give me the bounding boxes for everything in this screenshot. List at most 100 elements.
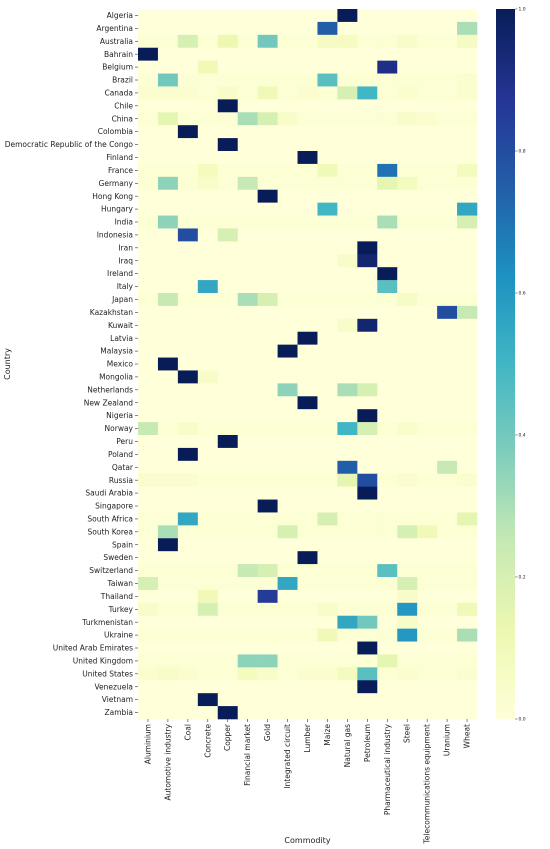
y-tick-label: Sweden [103, 553, 133, 562]
heatmap-cell [138, 267, 159, 281]
heatmap-cell [257, 589, 278, 604]
heatmap-cell [217, 525, 238, 539]
heatmap-cell [377, 589, 398, 604]
heatmap-cell [457, 331, 478, 345]
heatmap-cell [257, 47, 278, 61]
heatmap-cell [157, 615, 179, 629]
heatmap-cell [357, 422, 378, 436]
heatmap-cell [437, 86, 458, 100]
heatmap-cell [417, 525, 438, 539]
x-tick-label: Pharmaceutical industry [383, 723, 392, 815]
x-tick-label: Lumber [303, 723, 312, 752]
heatmap-cell [257, 667, 278, 681]
heatmap-cell [138, 615, 159, 629]
x-tick-label: Petroleum [363, 724, 372, 762]
heatmap-cell [377, 138, 398, 152]
heatmap-cell [417, 602, 438, 617]
heatmap-cell [397, 486, 418, 500]
y-tick-label: Japan [111, 295, 133, 304]
heatmap-cell [297, 305, 318, 320]
y-tick-label: Kazakhstan [90, 308, 133, 317]
heatmap-cell [157, 9, 179, 23]
heatmap-cell [237, 34, 258, 49]
y-tick-label: Venezuela [94, 682, 133, 691]
y-tick-label: Finland [106, 153, 133, 162]
heatmap-cell [377, 202, 398, 216]
heatmap-cell [317, 602, 338, 617]
heatmap-cell [377, 86, 398, 100]
heatmap-cell [197, 254, 219, 268]
heatmap-cell [138, 538, 159, 552]
heatmap-cell [197, 202, 219, 216]
heatmap-cell [337, 331, 358, 345]
heatmap-cell [357, 486, 378, 500]
heatmap-cell [397, 163, 418, 178]
heatmap-cell [277, 538, 298, 552]
heatmap-cell [337, 512, 358, 526]
heatmap-cell [437, 473, 458, 487]
heatmap-cell [417, 486, 438, 500]
y-tick-label: Nigeria [106, 411, 133, 420]
heatmap-cell [397, 460, 418, 475]
heatmap-cell [337, 34, 358, 49]
heatmap-cell [257, 486, 278, 500]
heatmap-cell [197, 538, 219, 552]
heatmap-cell [257, 447, 278, 462]
y-tick-label: Poland [108, 450, 133, 459]
y-tick-label: New Zealand [84, 398, 134, 407]
heatmap-cell [437, 254, 458, 268]
heatmap-cell [317, 47, 338, 61]
heatmap-cell [377, 73, 398, 87]
heatmap-cell [217, 486, 238, 500]
colorbar-tick-label: 0.2 [519, 575, 526, 581]
heatmap-cell [457, 34, 478, 49]
heatmap-cell [377, 331, 398, 345]
heatmap-cell [237, 396, 258, 410]
heatmap-cell [297, 667, 318, 681]
heatmap-cell [197, 318, 219, 333]
heatmap-cell [217, 706, 238, 720]
heatmap-cell [237, 47, 258, 61]
heatmap-cell [457, 138, 478, 152]
heatmap-cell [217, 215, 238, 229]
heatmap-cell [197, 176, 219, 191]
heatmap-cell [177, 215, 199, 229]
heatmap-cell [337, 564, 358, 578]
heatmap-cell [397, 654, 418, 668]
heatmap-cell [317, 615, 338, 629]
heatmap-cell [337, 305, 358, 320]
heatmap-cell [437, 138, 458, 152]
heatmap-cell [257, 267, 278, 281]
x-tick-label: Maize [323, 724, 332, 746]
heatmap-cell [357, 447, 378, 462]
heatmap-cell [237, 370, 258, 384]
heatmap-cell [377, 241, 398, 255]
heatmap-cell [197, 112, 219, 126]
heatmap-cell [317, 409, 338, 423]
heatmap-cell [217, 589, 238, 604]
heatmap-cell [377, 409, 398, 423]
heatmap-cell [138, 409, 159, 423]
y-tick-labels: Algeria Argentina Australia Bahrain Belgium B… [5, 11, 138, 717]
heatmap-cell [337, 447, 358, 462]
heatmap-cell [317, 577, 338, 591]
heatmap-cell [157, 706, 179, 720]
heatmap-cell [197, 305, 219, 320]
heatmap-cell [217, 628, 238, 642]
heatmap-cell [297, 422, 318, 436]
heatmap-cell [237, 383, 258, 397]
heatmap-cell [397, 293, 418, 307]
heatmap-cell [337, 422, 358, 436]
heatmap-cell [297, 499, 318, 513]
heatmap-cell [157, 641, 179, 655]
heatmap-cell [437, 486, 458, 500]
heatmap-cell [317, 189, 338, 203]
heatmap-cell [337, 267, 358, 281]
heatmap-cell [257, 138, 278, 152]
heatmap-cell [197, 163, 219, 178]
heatmap-cell [317, 538, 338, 552]
heatmap-cell [437, 409, 458, 423]
heatmap-cell [157, 628, 179, 642]
heatmap-cell [437, 654, 458, 668]
heatmap-cell [337, 215, 358, 229]
